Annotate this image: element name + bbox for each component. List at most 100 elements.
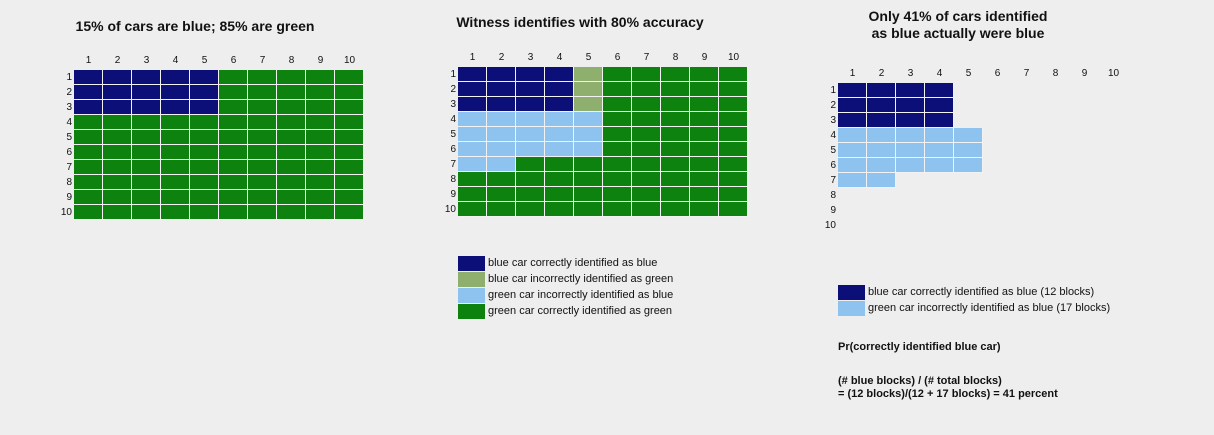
green-correct-cell xyxy=(248,70,277,85)
row-label: 1 xyxy=(450,69,456,80)
empty-cell xyxy=(954,203,983,218)
green-correct-cell xyxy=(219,115,248,130)
empty-cell xyxy=(983,98,1012,113)
green-correct-cell xyxy=(277,115,306,130)
green-correct-cell xyxy=(219,130,248,145)
blue-correct-cell xyxy=(458,67,487,82)
green-correct-cell xyxy=(545,157,574,172)
row-label: 9 xyxy=(830,205,836,216)
green-correct-cell xyxy=(277,160,306,175)
panel-title-line: 15% of cars are blue; 85% are green xyxy=(75,18,315,34)
green-incorrect-cell xyxy=(838,143,867,158)
green-correct-cell xyxy=(132,205,161,220)
green-correct-cell xyxy=(248,205,277,220)
blue-correct-cell xyxy=(925,98,954,113)
blue-correct-cell xyxy=(74,70,103,85)
empty-cell xyxy=(838,203,867,218)
green-correct-cell xyxy=(306,190,335,205)
green-incorrect-cell xyxy=(487,127,516,142)
green-correct-cell xyxy=(690,82,719,97)
green-correct-cell xyxy=(103,205,132,220)
blue-correct-cell xyxy=(458,97,487,112)
green-incorrect-cell xyxy=(574,112,603,127)
empty-cell xyxy=(1070,83,1099,98)
green-correct-cell xyxy=(306,85,335,100)
green-correct-cell xyxy=(277,100,306,115)
blue-incorrect-cell xyxy=(574,82,603,97)
legend-label: blue car correctly identified as blue (1… xyxy=(868,286,1095,298)
empty-cell xyxy=(1099,143,1128,158)
legend-label: green car correctly identified as green xyxy=(488,305,673,317)
empty-cell xyxy=(867,188,896,203)
empty-cell xyxy=(1070,188,1099,203)
green-correct-cell xyxy=(690,202,719,217)
green-correct-cell xyxy=(690,142,719,157)
panel-title-line: as blue actually were blue xyxy=(871,25,1045,41)
column-label: 4 xyxy=(172,55,179,66)
legend-item: blue car correctly identified as blue xyxy=(458,255,673,271)
green-correct-cell xyxy=(335,175,364,190)
row-label: 10 xyxy=(444,204,456,215)
green-correct-cell xyxy=(487,202,516,217)
green-incorrect-cell xyxy=(925,158,954,173)
empty-cell xyxy=(1099,98,1128,113)
green-correct-cell xyxy=(516,172,545,187)
empty-cell xyxy=(1012,203,1041,218)
empty-cell xyxy=(954,218,983,233)
blue-correct-cell xyxy=(896,113,925,128)
green-correct-cell xyxy=(306,130,335,145)
green-correct-cell xyxy=(161,145,190,160)
empty-cell xyxy=(1041,113,1070,128)
green-correct-cell xyxy=(719,127,748,142)
empty-cell xyxy=(1012,188,1041,203)
column-label: 9 xyxy=(701,52,708,63)
green-correct-cell xyxy=(306,160,335,175)
green-correct-cell xyxy=(661,142,690,157)
empty-cell xyxy=(954,113,983,128)
green-incorrect-cell xyxy=(925,128,954,143)
green-correct-cell xyxy=(161,190,190,205)
green-correct-cell xyxy=(132,115,161,130)
empty-cell xyxy=(954,173,983,188)
green-incorrect-cell xyxy=(867,143,896,158)
green-correct-cell xyxy=(632,67,661,82)
green-correct-cell xyxy=(74,190,103,205)
green-incorrect-cell xyxy=(516,142,545,157)
green-correct-cell xyxy=(516,187,545,202)
empty-cell xyxy=(1070,113,1099,128)
green-correct-cell xyxy=(335,130,364,145)
formula-line: (# blue blocks) / (# total blocks) xyxy=(838,375,1002,387)
green-correct-cell xyxy=(603,112,632,127)
empty-cell xyxy=(896,188,925,203)
blue-correct-cell xyxy=(132,100,161,115)
blue-correct-cell xyxy=(103,100,132,115)
green-correct-cell xyxy=(574,187,603,202)
blue-correct-cell xyxy=(161,70,190,85)
green-correct-cell xyxy=(219,70,248,85)
blue-correct-cell xyxy=(545,97,574,112)
empty-cell xyxy=(983,203,1012,218)
empty-cell xyxy=(1041,173,1070,188)
green-correct-cell xyxy=(690,187,719,202)
green-correct-cell xyxy=(458,202,487,217)
column-label: 7 xyxy=(643,52,650,63)
green-correct-cell xyxy=(335,115,364,130)
empty-cell xyxy=(1099,173,1128,188)
probability-formula: (# blue blocks) / (# total blocks) = (12… xyxy=(838,375,1058,401)
green-incorrect-cell xyxy=(458,157,487,172)
blue-correct-cell xyxy=(896,98,925,113)
row-label: 10 xyxy=(824,220,836,231)
empty-cell xyxy=(1099,113,1128,128)
green-correct-cell xyxy=(719,157,748,172)
row-label: 7 xyxy=(830,175,836,186)
car-grid xyxy=(74,70,364,220)
row-label: 8 xyxy=(450,174,456,185)
blue-correct-cell xyxy=(838,113,867,128)
green-correct-cell xyxy=(719,187,748,202)
panel-title: Only 41% of cars identified as blue actu… xyxy=(808,8,1108,42)
column-label: 3 xyxy=(527,52,534,63)
green-correct-cell xyxy=(335,145,364,160)
column-label: 10 xyxy=(343,55,356,66)
green-correct-cell xyxy=(603,202,632,217)
empty-cell xyxy=(1070,128,1099,143)
